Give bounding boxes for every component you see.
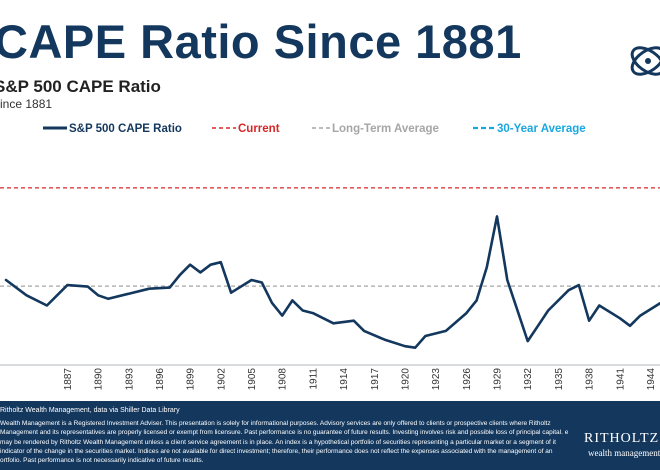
x-tick-label: 1920: [401, 368, 412, 391]
footer-brand-sub: wealth management: [588, 448, 660, 458]
x-tick-label: 1893: [124, 368, 135, 391]
x-tick-label: 1941: [615, 368, 626, 391]
cape-chart: S&P 500 CAPE Ratio Current Long-Term Avera…: [0, 123, 660, 391]
cape-ratio-series-line: [4, 215, 660, 349]
legend-label: Long-Term Average: [332, 123, 439, 135]
x-tick-label: 1890: [94, 368, 105, 391]
footer-source: Ritholtz Wealth Management, data via Shi…: [0, 407, 180, 414]
series-layer: [4, 215, 660, 349]
x-tick-label: 1905: [247, 368, 258, 391]
x-tick-label: 1923: [431, 368, 442, 391]
x-tick-label: 1902: [216, 368, 227, 391]
chart-legend: S&P 500 CAPE Ratio Current Long-Term Avera…: [43, 123, 586, 135]
legend-label: 30-Year Average: [497, 123, 586, 135]
x-tick-label: 1911: [308, 368, 319, 390]
x-tick-label: 1887: [63, 368, 74, 391]
footer: Ritholtz Wealth Management, data via Shi…: [0, 401, 660, 470]
x-tick-label: 1899: [186, 368, 197, 391]
ritholtz-logo-icon: [630, 46, 660, 76]
page-title: CAPE Ratio Since 1881: [0, 15, 522, 68]
chart-subtitle: S&P 500 CAPE Ratio: [0, 77, 161, 96]
x-axis: 1887 1890 1893 1896 1899 1902 1905 1908 1911 1914…: [0, 364, 660, 391]
x-tick-label: 1935: [554, 368, 565, 391]
legend-label: S&P 500 CAPE Ratio: [69, 123, 182, 135]
chart-since-label: Since 1881: [0, 97, 53, 111]
x-tick-label: 1926: [462, 368, 473, 391]
footer-brand: RITHOLTZ: [584, 431, 660, 446]
x-tick-label: 1908: [278, 368, 289, 391]
x-tick-label: 1944: [646, 368, 657, 391]
x-tick-label: 1932: [523, 368, 534, 391]
x-tick-label: 1917: [370, 368, 381, 391]
reference-lines: [0, 187, 660, 287]
x-tick-label: 1896: [155, 368, 166, 391]
x-tick-label: 1938: [585, 368, 596, 391]
legend-label: Current: [238, 123, 280, 135]
footer-disclaimer: Wealth Management is a Registered Invest…: [0, 420, 569, 465]
x-tick-label: 1929: [493, 368, 504, 391]
x-tick-label: 1914: [339, 368, 350, 391]
